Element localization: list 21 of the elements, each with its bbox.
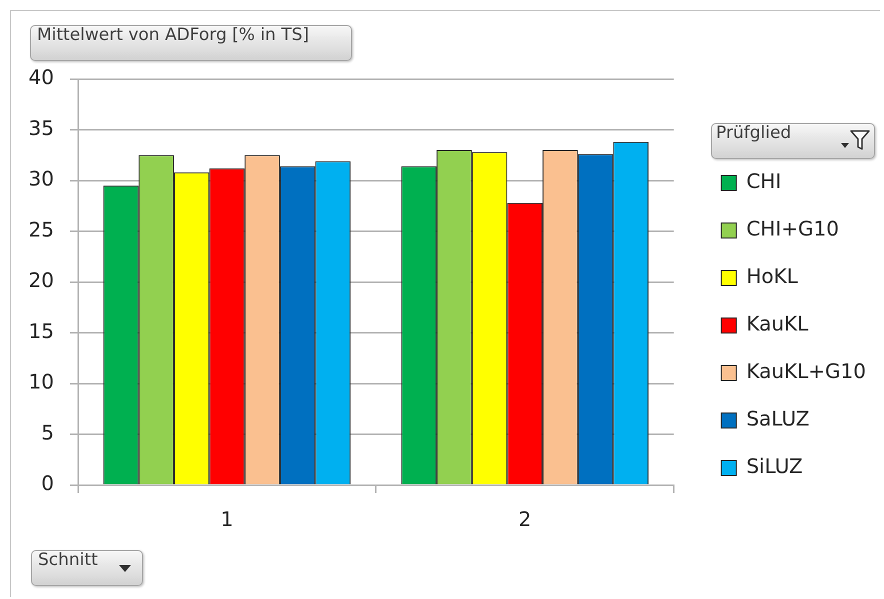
- y-tick-label: 35: [28, 116, 54, 140]
- y-tick-label: 10: [28, 370, 54, 394]
- y-tick-label: 15: [28, 318, 54, 343]
- y-tick-label: 0: [41, 471, 54, 496]
- y-tick-label: 5: [41, 420, 54, 444]
- x-tick-label: 1: [220, 507, 234, 532]
- legend-title: Prüfglied: [716, 123, 792, 145]
- legend-label: KauKL+G10: [746, 359, 866, 384]
- legend-label: SaLUZ: [746, 406, 810, 431]
- y-tick-label: 40: [28, 65, 54, 90]
- x-axis-title: Schnitt: [38, 550, 98, 572]
- y-tick-label: 20: [28, 268, 54, 292]
- legend-label: CHI+G10: [746, 216, 839, 241]
- legend-label: SiLUZ: [746, 454, 803, 478]
- legend-label: KauKL: [746, 312, 810, 336]
- y-tick-label: 30: [28, 166, 54, 191]
- legend-label: CHI: [746, 169, 782, 194]
- x-tick-label: 2: [518, 507, 532, 532]
- y-tick-label: 25: [28, 217, 54, 242]
- chart-title: Mittelwert von ADForg [% in TS]: [37, 25, 310, 47]
- legend-label: HoKL: [746, 264, 799, 288]
